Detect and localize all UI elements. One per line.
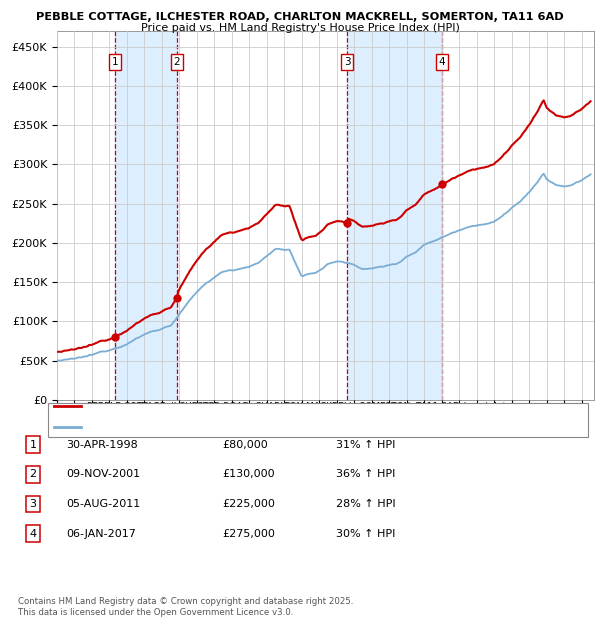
Text: 28% ↑ HPI: 28% ↑ HPI xyxy=(336,499,395,509)
Text: £80,000: £80,000 xyxy=(222,440,268,450)
Text: HPI: Average price, semi-detached house, Somerset: HPI: Average price, semi-detached house,… xyxy=(87,423,323,432)
Text: PEBBLE COTTAGE, ILCHESTER ROAD, CHARLTON MACKRELL, SOMERTON, TA11 6AD: PEBBLE COTTAGE, ILCHESTER ROAD, CHARLTON… xyxy=(36,12,564,22)
Text: 1: 1 xyxy=(29,440,37,450)
Bar xyxy=(115,31,177,400)
Text: 05-AUG-2011: 05-AUG-2011 xyxy=(66,499,140,509)
Text: Contains HM Land Registry data © Crown copyright and database right 2025.
This d: Contains HM Land Registry data © Crown c… xyxy=(18,598,353,617)
Text: 30-APR-1998: 30-APR-1998 xyxy=(66,440,138,450)
Text: 1: 1 xyxy=(112,58,119,68)
Text: 4: 4 xyxy=(29,529,37,539)
Text: £275,000: £275,000 xyxy=(222,529,275,539)
Text: £225,000: £225,000 xyxy=(222,499,275,509)
Text: 09-NOV-2001: 09-NOV-2001 xyxy=(66,469,140,479)
Text: 30% ↑ HPI: 30% ↑ HPI xyxy=(336,529,395,539)
Text: 4: 4 xyxy=(439,58,445,68)
Text: PEBBLE COTTAGE, ILCHESTER ROAD, CHARLTON MACKRELL, SOMERTON, TA11 6AD (semi-deta: PEBBLE COTTAGE, ILCHESTER ROAD, CHARLTON… xyxy=(87,402,512,411)
Text: 31% ↑ HPI: 31% ↑ HPI xyxy=(336,440,395,450)
Text: 06-JAN-2017: 06-JAN-2017 xyxy=(66,529,136,539)
Text: 36% ↑ HPI: 36% ↑ HPI xyxy=(336,469,395,479)
Text: £130,000: £130,000 xyxy=(222,469,275,479)
Bar xyxy=(347,31,442,400)
Text: 3: 3 xyxy=(344,58,350,68)
Text: 3: 3 xyxy=(29,499,37,509)
Text: Price paid vs. HM Land Registry's House Price Index (HPI): Price paid vs. HM Land Registry's House … xyxy=(140,23,460,33)
Text: 2: 2 xyxy=(173,58,181,68)
Text: 2: 2 xyxy=(29,469,37,479)
